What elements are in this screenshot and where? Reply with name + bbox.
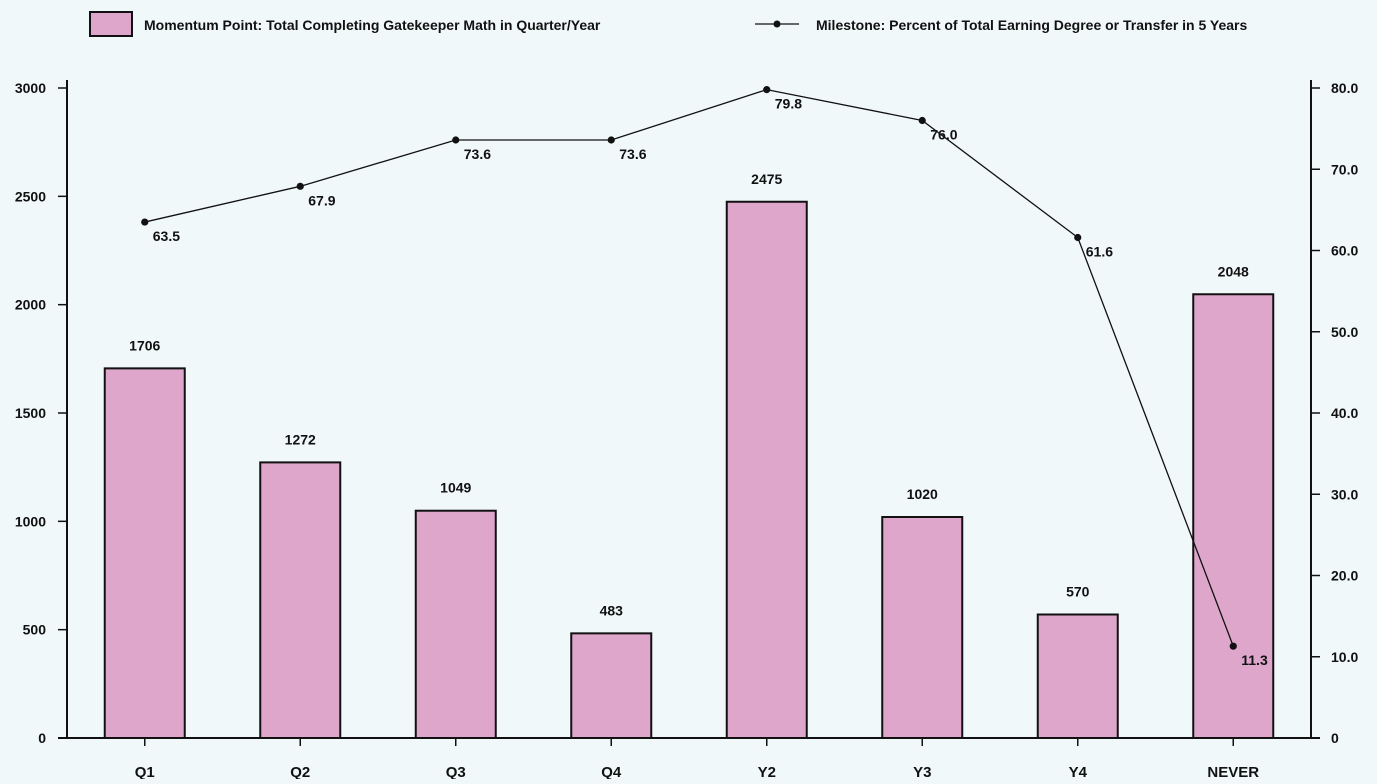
bar-value-label: 2048: [1218, 263, 1249, 279]
right-tick-label: 50.0: [1331, 324, 1358, 340]
line-value-label: 73.6: [619, 146, 646, 162]
line-path: [144, 88, 1234, 647]
right-tick-label: 30.0: [1331, 486, 1358, 502]
right-tick-label: 0: [1331, 730, 1339, 746]
bar: [881, 516, 964, 739]
right-tick-label: 60.0: [1331, 243, 1358, 259]
axes: 0 500 1000 1500 2000 2500 3000 0 10.0 20.0 30.0 40.…: [15, 80, 1358, 781]
right-tick-label: 20.0: [1331, 568, 1358, 584]
right-tick-label: 10.0: [1331, 649, 1358, 665]
bar: [259, 461, 342, 739]
x-category-label: Q2: [290, 764, 310, 779]
legend: Momentum Point: Total Completing Gatekee…: [89, 11, 1247, 37]
left-tick-label: 500: [23, 622, 47, 638]
line-value-label: 11.3: [1241, 652, 1268, 668]
line-value-label: 76.0: [930, 127, 957, 143]
line-value-label: 63.5: [153, 228, 180, 244]
bar: [725, 200, 808, 739]
right-tick-label: 80.0: [1331, 80, 1358, 96]
line-point: [296, 182, 304, 190]
legend-line-marker: [773, 20, 781, 28]
line-value-label: 67.9: [308, 192, 335, 208]
line-point: [452, 136, 460, 144]
bar: [1036, 613, 1119, 739]
bar-value-label: 1272: [285, 431, 316, 447]
right-tick-label: 70.0: [1331, 161, 1358, 177]
left-tick-label: 2500: [15, 188, 46, 204]
x-category-label: Y4: [1069, 764, 1088, 779]
legend-line-label: Milestone: Percent of Total Earning Degr…: [816, 17, 1247, 33]
left-tick-label: 1000: [15, 513, 46, 529]
line-series: [141, 86, 1237, 650]
x-category-label: NEVER: [1207, 764, 1259, 779]
left-tick-label: 0: [38, 730, 46, 746]
bar-value-label: 1706: [129, 337, 160, 353]
left-tick-label: 3000: [15, 80, 46, 96]
legend-bar-swatch: [89, 11, 133, 37]
right-tick-label: 40.0: [1331, 405, 1358, 421]
bar-value-label: 570: [1066, 584, 1090, 600]
line-point: [1074, 233, 1082, 242]
line-value-label: 79.8: [775, 96, 802, 112]
line-value-label: 73.6: [464, 146, 491, 162]
line-point: [141, 218, 149, 226]
bar-series: [103, 200, 1275, 740]
line-point: [1229, 642, 1237, 650]
bar-value-label: 483: [600, 602, 624, 618]
bar-value-label: 1049: [440, 480, 471, 496]
bar: [103, 367, 186, 739]
line-point: [763, 86, 771, 94]
bar: [570, 632, 653, 739]
data-labels: 1706 1272 1049 483 2475 1020 570 2048 63.5 67.9 73…: [129, 96, 1268, 669]
bar: [1192, 293, 1275, 739]
line-value-label: 61.6: [1086, 244, 1113, 260]
bar-value-label: 2475: [751, 171, 782, 187]
x-category-label: Y3: [913, 764, 931, 779]
bar-value-label: 1020: [907, 486, 938, 502]
x-category-label: Q3: [446, 764, 466, 779]
left-tick-label: 1500: [15, 405, 46, 421]
line-point: [918, 116, 926, 125]
legend-bar-label: Momentum Point: Total Completing Gatekee…: [144, 17, 601, 33]
line-point: [607, 136, 615, 144]
bar: [414, 509, 497, 740]
x-category-label: Q4: [601, 764, 622, 779]
x-category-label: Y2: [758, 764, 776, 779]
left-tick-label: 2000: [15, 297, 46, 313]
x-category-label: Q1: [135, 764, 155, 779]
